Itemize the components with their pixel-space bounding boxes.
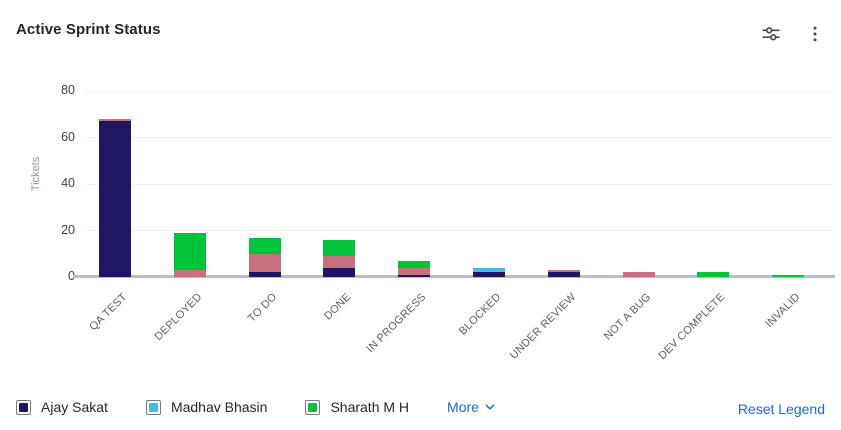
bar-segment[interactable] (398, 260, 431, 268)
x-axis-category-label: INVALID (763, 291, 803, 331)
card-toolbar (759, 22, 827, 46)
bar-segment[interactable] (98, 118, 131, 122)
x-axis-category-label: IN PROGRESS (364, 291, 429, 356)
bar-segment[interactable] (547, 272, 580, 277)
bar-segment[interactable] (547, 270, 580, 273)
gridline (85, 90, 833, 92)
gridline (85, 183, 833, 185)
stacked-bar-deployed[interactable] (173, 232, 206, 277)
stacked-bar-dev-complete[interactable] (697, 272, 730, 277)
gridline (85, 230, 833, 231)
bar-segment[interactable] (472, 272, 505, 277)
legend-more-button[interactable]: More (447, 399, 496, 415)
bar-segment[interactable] (248, 272, 281, 277)
legend-color-swatch (16, 399, 31, 415)
stacked-bar-blocked[interactable] (472, 267, 505, 277)
stacked-bar-to-do[interactable] (248, 237, 281, 277)
stacked-bar-not-a-bug[interactable] (622, 272, 655, 277)
bar-segment[interactable] (323, 256, 356, 268)
bar-segment[interactable] (98, 121, 131, 277)
legend-item-label: Sharath M H (330, 399, 410, 415)
legend-color-fill (19, 402, 28, 412)
legend-item-label: Ajay Sakat (41, 399, 108, 415)
legend-color-fill (148, 402, 158, 412)
kebab-menu-icon[interactable] (803, 22, 827, 46)
x-axis-line (73, 275, 835, 278)
x-axis-category-label: DEPLOYED (152, 291, 205, 343)
legend-color-swatch (305, 399, 321, 415)
stacked-bar-invalid[interactable] (772, 274, 805, 277)
bar-segment[interactable] (697, 272, 730, 277)
bar-segment[interactable] (398, 267, 431, 275)
x-axis-category-label: NOT A BUG (601, 291, 653, 343)
bar-segment[interactable] (622, 272, 655, 277)
legend-item-sharath-m-h[interactable]: Sharath M H (305, 399, 409, 415)
legend-item-label: Madhav Bhasin (170, 399, 268, 415)
bar-segment[interactable] (173, 270, 206, 277)
stacked-bar-done[interactable] (323, 239, 356, 277)
legend-item-madhav-bhasin[interactable]: Madhav Bhasin (145, 399, 268, 415)
legend-more-label: More (447, 399, 479, 415)
legend-item-ajay-sakat[interactable]: Ajay Sakat (16, 399, 108, 415)
x-axis-category-label: DONE (322, 291, 354, 323)
bar-segment[interactable] (472, 267, 505, 273)
bar-segment[interactable] (398, 274, 431, 277)
bar-segment[interactable] (248, 237, 281, 254)
reset-legend-button[interactable]: Reset Legend (737, 401, 825, 417)
bar-segment[interactable] (173, 232, 206, 271)
x-axis-category-label: DEV COMPLETE (656, 291, 728, 363)
stacked-bar-qa-test[interactable] (98, 118, 131, 277)
x-axis-category-label: TO DO (245, 291, 279, 325)
y-axis-tick-label: 0 (68, 269, 75, 283)
bar-segment[interactable] (772, 274, 805, 277)
chevron-down-icon (485, 404, 495, 410)
sliders-filter-icon[interactable] (759, 22, 783, 46)
y-axis-tick-label: 40 (61, 176, 75, 190)
stacked-bar-under-review[interactable] (547, 270, 580, 277)
legend-color-fill (308, 402, 318, 412)
y-axis-tick-label: 80 (61, 83, 75, 97)
x-axis-category-label: BLOCKED (456, 291, 504, 338)
y-axis-tick-label: 20 (61, 222, 75, 237)
bar-segment[interactable] (248, 253, 281, 273)
bar-segment[interactable] (323, 267, 356, 277)
gridline (85, 137, 833, 138)
chart-legend: Ajay Sakat Madhav Bhasin Sharath M H More (16, 399, 496, 415)
legend-color-swatch (145, 399, 161, 415)
y-axis-title: Tickets (30, 156, 42, 192)
x-axis-category-label: QA TEST (87, 291, 130, 334)
bar-segment[interactable] (323, 239, 356, 257)
page-title: Active Sprint Status (16, 21, 161, 38)
y-axis-tick-label: 60 (61, 129, 75, 144)
stacked-bar-in-progress[interactable] (398, 260, 431, 277)
x-axis-category-label: UNDER REVIEW (507, 291, 579, 362)
chart-plot-area: 0 20 40 60 80 QA TEST DEPLOYED TO DO DONE IN PROG… (61, 83, 835, 362)
